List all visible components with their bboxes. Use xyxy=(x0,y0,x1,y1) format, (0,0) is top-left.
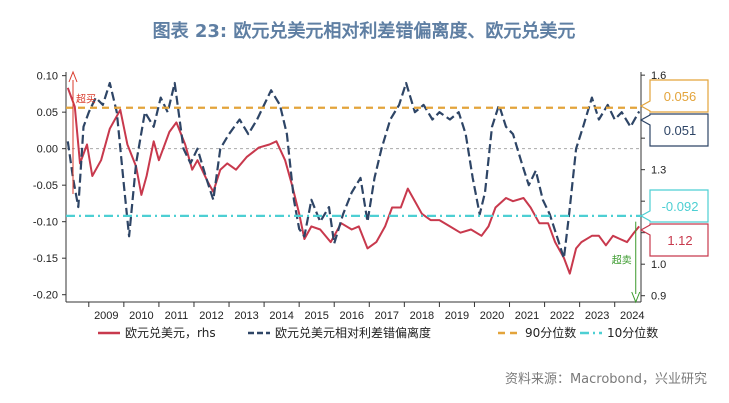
left-tick-label: -0.20 xyxy=(33,290,58,302)
overbought-arrow-head xyxy=(68,70,78,83)
x-tick-label: 2024 xyxy=(620,310,644,322)
left-tick-label: 0.05 xyxy=(37,107,58,119)
series-line-0 xyxy=(66,87,640,275)
legend-label-1: 欧元兑美元相对利差错偏离度 xyxy=(275,325,431,340)
legend-label-0: 欧元兑美元，rhs xyxy=(125,326,216,340)
legend: 欧元兑美元，rhs 欧元兑美元相对利差错偏离度 90分位数 10分位数 xyxy=(98,325,658,340)
callout-value-2: -0.092 xyxy=(662,199,699,214)
source-note: 资料来源：Macrobond，兴业研究 xyxy=(505,372,707,387)
right-tick-label: 0.9 xyxy=(651,291,666,303)
right-tick-label: 1.6 xyxy=(651,70,666,82)
callout-box-0 xyxy=(639,79,709,113)
series-line-1 xyxy=(66,81,641,260)
callout-box-2 xyxy=(639,189,709,223)
x-tick-label: 2023 xyxy=(585,310,609,322)
callout-value-1: 0.051 xyxy=(664,123,697,138)
x-tick-label: 2016 xyxy=(340,310,364,322)
callout-box-1 xyxy=(639,113,709,147)
x-tick-label: 2012 xyxy=(199,310,223,322)
oversold-arrow-head xyxy=(631,291,641,304)
x-tick-label: 2019 xyxy=(445,310,469,322)
left-tick-label: -0.10 xyxy=(33,217,58,229)
left-tick-label: 0.00 xyxy=(37,144,58,156)
chart-title: 图表 23: 欧元兑美元相对利差错偏离度、欧元兑美元 xyxy=(153,20,576,42)
x-tick-label: 2014 xyxy=(269,310,293,322)
callout-value-3: 1.12 xyxy=(667,233,692,248)
callout-box-3 xyxy=(639,223,709,257)
overbought-label: 超买 xyxy=(76,93,96,106)
x-tick-label: 2021 xyxy=(515,310,539,322)
x-tick-label: 2017 xyxy=(375,310,399,322)
x-tick-label: 2015 xyxy=(304,310,328,322)
x-tick-label: 2013 xyxy=(234,310,258,322)
left-tick-label: 0.10 xyxy=(37,71,58,83)
left-tick-label: -0.15 xyxy=(33,253,58,265)
x-tick-label: 2011 xyxy=(165,310,189,322)
left-tick-label: -0.05 xyxy=(33,180,58,192)
x-tick-label: 2009 xyxy=(94,310,118,322)
x-tick-label: 2018 xyxy=(410,310,434,322)
plot-area: 0.100.050.00-0.05-0.10-0.15-0.201.61.51.… xyxy=(33,70,709,322)
right-tick-label: 1.3 xyxy=(651,165,666,177)
legend-label-3: 10分位数 xyxy=(607,325,658,340)
x-tick-label: 2022 xyxy=(550,310,574,322)
callout-value-0: 0.056 xyxy=(664,89,697,104)
x-tick-label: 2010 xyxy=(129,310,153,322)
oversold-label: 超卖 xyxy=(612,253,632,266)
legend-label-2: 90分位数 xyxy=(525,325,576,340)
x-tick-label: 2020 xyxy=(480,310,504,322)
right-tick-label: 1.0 xyxy=(651,259,666,271)
